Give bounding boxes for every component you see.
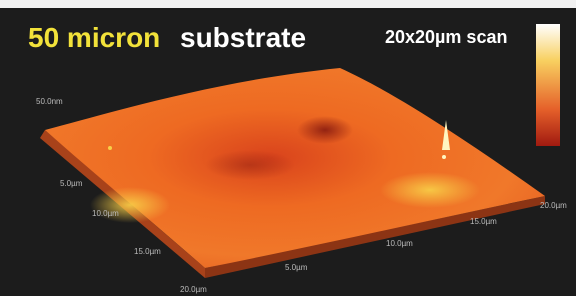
axis-label: 5.0µm	[285, 263, 308, 272]
pit	[297, 116, 353, 144]
title: substrate	[180, 22, 306, 53]
particle	[442, 155, 446, 159]
axis-label: 20.0µm	[180, 285, 207, 294]
title-highlight: 50 micron	[28, 22, 160, 53]
axis-label: 5.0µm	[60, 179, 83, 188]
axis-label: 15.0µm	[470, 217, 497, 226]
axis-label: 10.0µm	[92, 209, 119, 218]
highlight	[380, 172, 480, 208]
axis-label: 10.0µm	[386, 239, 413, 248]
particle	[108, 146, 112, 150]
z-label: 50.0nm	[36, 97, 63, 106]
axis-label: 15.0µm	[134, 247, 161, 256]
axis-label: 20.0µm	[540, 201, 567, 210]
afm-image: 50 micron substrate 20x20µm scan 50.0nm …	[0, 0, 576, 296]
menu-strip	[0, 0, 576, 8]
pit	[205, 150, 295, 180]
color-scale	[536, 24, 560, 146]
scan-size: 20x20µm scan	[385, 27, 507, 47]
